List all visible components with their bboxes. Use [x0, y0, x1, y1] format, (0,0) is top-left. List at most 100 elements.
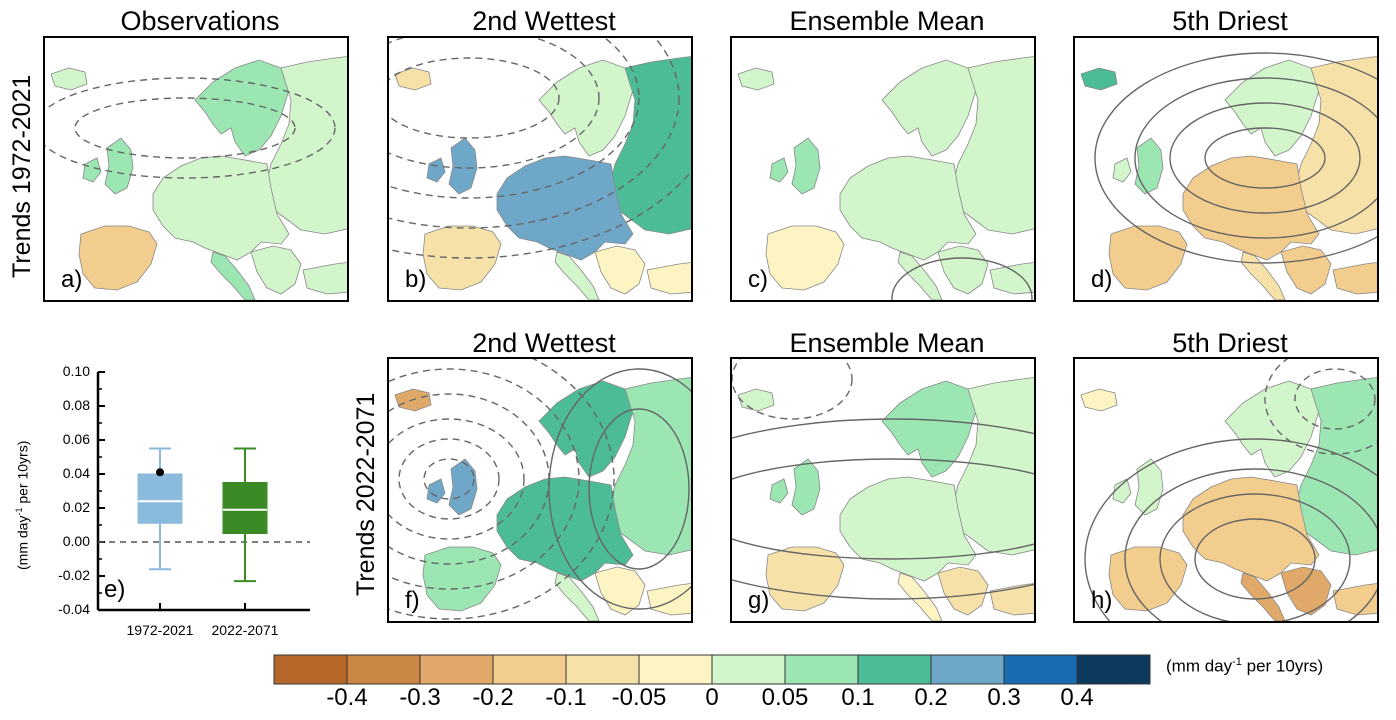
map-contour: [1204, 127, 1326, 189]
map-contour: [389, 418, 525, 540]
map-landmass: [1280, 245, 1332, 295]
map-landmass: [554, 251, 600, 300]
boxplot-xcat-1: 1972-2021: [126, 622, 194, 638]
colorbar-segment: [1076, 654, 1151, 685]
map-landmass: [152, 155, 290, 261]
map-contour: [548, 368, 691, 610]
map-contour: [389, 38, 680, 229]
map-contour: [389, 359, 615, 620]
map-panel-b: b): [387, 36, 693, 302]
map-contour: [389, 170, 691, 259]
map-landmass: [422, 225, 502, 291]
map-landmass: [1280, 566, 1332, 616]
boxplot-chart: [96, 371, 310, 612]
map-landmass: [554, 572, 600, 621]
map-landmass: [1332, 262, 1377, 295]
map-landmass: [1080, 67, 1118, 91]
map-contour: [732, 418, 1034, 600]
map-landmass: [646, 583, 691, 616]
map-landmass: [1240, 572, 1286, 621]
colorbar-segment: [273, 654, 348, 685]
map-landmass: [769, 478, 789, 504]
panel-label-b: b): [405, 266, 427, 293]
map-landmass: [608, 56, 691, 235]
map-contour: [74, 97, 296, 159]
row-label-top: Trends 1972-2021: [8, 74, 36, 278]
colorbar-units: (mm day-1 per 10yrs): [1166, 656, 1324, 676]
colorbar: [273, 654, 1151, 685]
colorbar-tick-label: 0.3: [987, 684, 1021, 711]
map-landmass: [1332, 583, 1377, 616]
map-landmass: [951, 56, 1034, 235]
map-landmass: [594, 245, 646, 295]
map-landmass: [422, 546, 502, 612]
map-landmass: [1108, 546, 1188, 612]
map-landmass: [989, 262, 1034, 295]
map-contour: [732, 359, 853, 420]
map-landmass: [538, 59, 634, 157]
map-contour: [1094, 52, 1377, 264]
title-h: 5th Driest: [1172, 328, 1288, 358]
map-f-graphic: [389, 359, 691, 621]
map-landmass: [1240, 251, 1286, 300]
colorbar-tick-label: 0: [705, 684, 719, 711]
boxplot-ytick-label: 0.08: [62, 397, 90, 413]
map-landmass: [765, 225, 845, 291]
panel-label-c: c): [748, 266, 768, 293]
map-landmass: [608, 377, 691, 556]
colorbar-segment: [346, 654, 421, 685]
colorbar-segment: [784, 654, 859, 685]
title-g: Ensemble Mean: [789, 328, 985, 358]
map-landmass: [737, 388, 775, 412]
map-d-graphic: [1080, 52, 1377, 300]
map-landmass: [765, 546, 845, 612]
map-landmass: [302, 262, 347, 295]
map-panel-a: a): [43, 36, 349, 302]
colorbar-tick-label: -0.05: [611, 684, 667, 711]
boxplot-observed-point: [156, 468, 164, 477]
map-contour: [891, 257, 1033, 300]
map-contour: [45, 77, 336, 179]
boxplot-ytick-label: 0.04: [62, 465, 90, 481]
panel-label-f: f): [405, 587, 420, 614]
boxplot-ytick-label: 0.02: [62, 499, 90, 515]
map-landmass: [594, 566, 646, 616]
map-landmass: [1294, 377, 1377, 556]
map-landmass: [769, 157, 789, 183]
title-c: Ensemble Mean: [789, 6, 985, 36]
map-landmass: [496, 155, 634, 261]
panel-label-e: e): [104, 576, 126, 603]
map-landmass: [50, 67, 88, 91]
title-f: 2nd Wettest: [472, 328, 616, 358]
map-landmass: [989, 583, 1034, 616]
map-contour: [732, 458, 1034, 560]
map-contour: [1264, 359, 1377, 455]
map-landmass: [937, 566, 989, 616]
map-landmass: [394, 67, 432, 91]
map-landmass: [1080, 388, 1118, 412]
colorbar-segment: [857, 654, 932, 685]
map-landmass: [538, 380, 634, 478]
colorbar-tick-label: 0.1: [841, 684, 875, 711]
map-contour: [423, 458, 475, 500]
colorbar-segment: [565, 654, 640, 685]
map-g-graphic: [732, 359, 1034, 621]
map-landmass: [881, 380, 977, 478]
map-landmass: [937, 245, 989, 295]
map-contour: [389, 38, 600, 169]
map-panel-d: d): [1073, 36, 1379, 302]
colorbar-tick-label: 0.4: [1060, 684, 1094, 711]
map-contour: [1084, 438, 1377, 621]
map-landmass: [1112, 478, 1132, 504]
map-contour: [398, 438, 500, 520]
panel-label-h: h): [1091, 587, 1113, 614]
map-landmass: [1134, 137, 1164, 195]
boxplot-ytick-label: 0.06: [62, 431, 90, 447]
map-landmass: [646, 262, 691, 295]
boxplot-ytick-label: -0.04: [58, 601, 90, 617]
boxplot-xcat-2: 2022-2071: [211, 622, 279, 638]
colorbar-segment: [930, 654, 1005, 685]
boxplot-ytick-label: 0.10: [62, 363, 90, 379]
map-landmass: [250, 245, 302, 295]
map-b-graphic: [389, 38, 691, 300]
